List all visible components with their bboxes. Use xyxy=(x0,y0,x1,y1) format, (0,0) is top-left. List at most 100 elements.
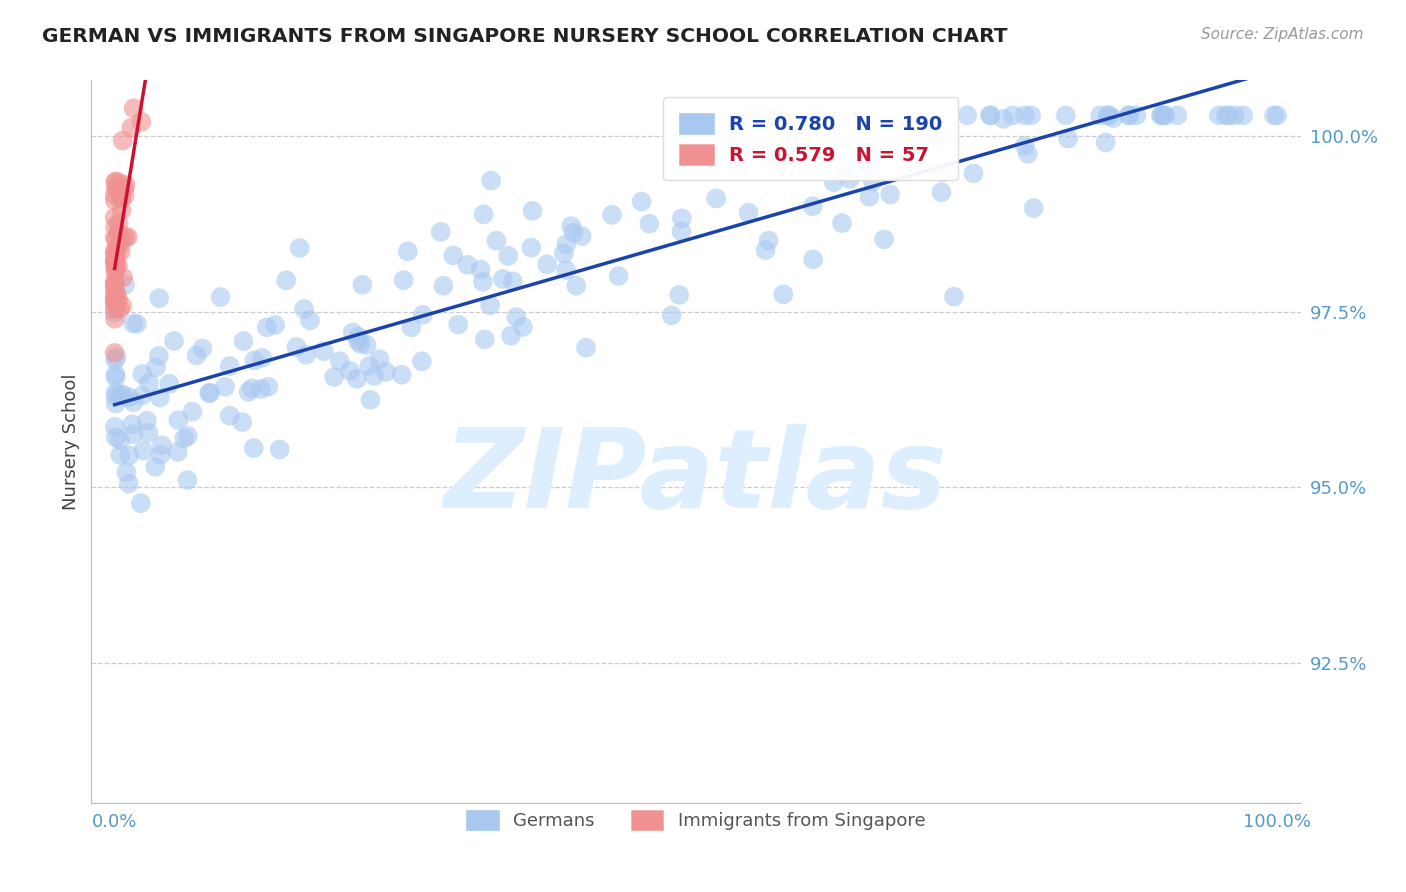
Point xyxy=(1223,108,1246,122)
Point xyxy=(555,237,578,252)
Point xyxy=(671,211,693,226)
Point xyxy=(1263,108,1285,122)
Point xyxy=(441,248,464,262)
Point xyxy=(110,203,132,218)
Point xyxy=(117,230,139,244)
Point xyxy=(150,438,173,452)
Point xyxy=(111,231,134,245)
Point xyxy=(772,287,794,301)
Point xyxy=(104,188,127,202)
Point xyxy=(105,350,128,364)
Point xyxy=(112,181,135,195)
Point xyxy=(429,225,451,239)
Point xyxy=(479,173,502,187)
Point xyxy=(560,219,582,234)
Point xyxy=(118,391,141,405)
Point xyxy=(104,368,127,382)
Point xyxy=(173,431,195,445)
Point xyxy=(1118,108,1140,122)
Point xyxy=(108,301,131,316)
Point xyxy=(167,413,190,427)
Point xyxy=(858,190,880,204)
Point xyxy=(129,496,152,510)
Point xyxy=(474,333,496,347)
Point xyxy=(1014,108,1036,122)
Point xyxy=(166,445,188,459)
Point xyxy=(1097,108,1119,122)
Point xyxy=(240,381,263,395)
Point xyxy=(862,175,884,189)
Point xyxy=(411,354,433,368)
Point xyxy=(108,434,131,448)
Point xyxy=(104,419,127,434)
Point xyxy=(1153,108,1175,122)
Legend: Germans, Immigrants from Singapore: Germans, Immigrants from Singapore xyxy=(451,796,941,845)
Point xyxy=(801,252,824,267)
Point xyxy=(502,274,524,288)
Point xyxy=(107,227,129,241)
Point xyxy=(471,275,494,289)
Point xyxy=(107,259,129,273)
Point xyxy=(149,448,172,462)
Point xyxy=(956,108,979,122)
Point xyxy=(375,365,398,379)
Point xyxy=(356,338,378,352)
Point xyxy=(761,108,783,122)
Point xyxy=(1057,131,1080,145)
Point xyxy=(447,318,470,332)
Point xyxy=(122,395,145,409)
Point xyxy=(575,341,598,355)
Point xyxy=(499,328,522,343)
Point xyxy=(114,230,136,244)
Text: GERMAN VS IMMIGRANTS FROM SINGAPORE NURSERY SCHOOL CORRELATION CHART: GERMAN VS IMMIGRANTS FROM SINGAPORE NURS… xyxy=(42,27,1008,45)
Point xyxy=(107,217,129,231)
Point xyxy=(661,309,683,323)
Point xyxy=(250,382,273,396)
Point xyxy=(111,299,134,313)
Point xyxy=(391,368,413,382)
Point xyxy=(1001,108,1024,122)
Point xyxy=(363,369,385,384)
Point xyxy=(555,263,578,277)
Point xyxy=(104,396,127,410)
Point xyxy=(1118,108,1140,122)
Point xyxy=(412,308,434,322)
Point xyxy=(104,283,127,297)
Point xyxy=(401,320,423,334)
Point xyxy=(512,320,534,334)
Point xyxy=(105,287,128,301)
Point xyxy=(536,257,558,271)
Point xyxy=(104,306,127,320)
Point xyxy=(125,317,148,331)
Point xyxy=(1094,136,1116,150)
Point xyxy=(470,262,492,277)
Point xyxy=(1218,108,1240,122)
Point xyxy=(104,352,127,367)
Point xyxy=(801,199,824,213)
Point xyxy=(368,352,391,367)
Point xyxy=(104,261,127,276)
Point xyxy=(243,353,266,368)
Point xyxy=(232,334,254,348)
Text: ZIPatlas: ZIPatlas xyxy=(444,425,948,531)
Point xyxy=(132,443,155,458)
Point xyxy=(105,232,128,246)
Point xyxy=(359,359,381,373)
Point xyxy=(105,175,128,189)
Point xyxy=(339,364,361,378)
Point xyxy=(520,241,543,255)
Point xyxy=(1014,139,1036,153)
Point xyxy=(1098,108,1121,122)
Point xyxy=(299,313,322,327)
Point xyxy=(131,367,153,381)
Point xyxy=(114,277,136,292)
Point xyxy=(108,238,131,252)
Point xyxy=(352,277,374,292)
Point xyxy=(565,278,588,293)
Point xyxy=(1154,108,1177,122)
Point xyxy=(122,427,145,442)
Point xyxy=(571,229,593,244)
Point xyxy=(496,249,519,263)
Point xyxy=(105,241,128,255)
Point xyxy=(630,194,652,209)
